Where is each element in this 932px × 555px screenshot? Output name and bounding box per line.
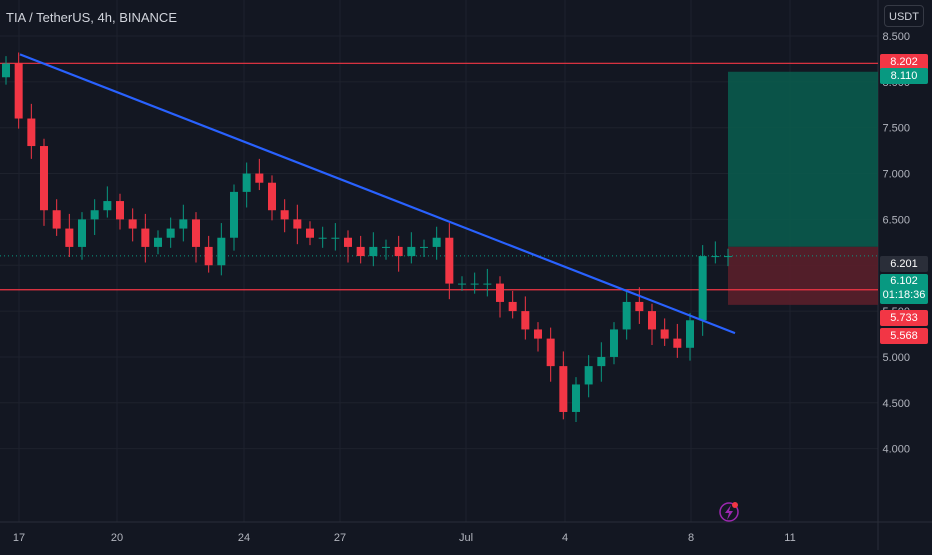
candle-body bbox=[2, 63, 10, 78]
candle-body bbox=[572, 384, 580, 412]
stop-price-tag: 5.568 bbox=[880, 328, 928, 344]
candle-body bbox=[356, 246, 365, 257]
candle-body bbox=[458, 283, 466, 285]
candle-body bbox=[14, 63, 23, 119]
candle-body bbox=[141, 228, 150, 247]
x-tick-label: 27 bbox=[334, 532, 346, 544]
trendline bbox=[19, 53, 736, 335]
y-tick-label: 4.000 bbox=[882, 444, 910, 456]
candle-body bbox=[496, 283, 504, 302]
y-tick-label: 7.500 bbox=[882, 123, 910, 135]
candle-body bbox=[154, 237, 162, 247]
candle-body bbox=[622, 301, 631, 330]
candle-body bbox=[242, 173, 251, 192]
y-tick-label: 4.500 bbox=[882, 398, 910, 410]
candle-body bbox=[192, 219, 200, 247]
candle-body bbox=[394, 246, 403, 257]
chart-title: TIA / TetherUS, 4h, BINANCE bbox=[6, 10, 177, 25]
candle-body bbox=[128, 219, 137, 229]
candle-body bbox=[508, 301, 517, 312]
candle-body bbox=[204, 246, 213, 266]
support-price-tag: 5.733 bbox=[880, 310, 928, 326]
current-price-value: 6.102 bbox=[890, 275, 918, 287]
candle-body bbox=[179, 219, 188, 229]
candle-body bbox=[724, 256, 732, 258]
candle-body bbox=[698, 256, 707, 321]
candle-body bbox=[483, 283, 492, 285]
candle-body bbox=[369, 246, 378, 257]
candle-body bbox=[521, 311, 530, 330]
resistance-price-tag: 8.202 bbox=[880, 54, 928, 70]
candle-body bbox=[230, 191, 238, 238]
candle-body bbox=[686, 320, 694, 348]
candle-body bbox=[546, 338, 555, 367]
candle-body bbox=[116, 201, 124, 220]
candle-body bbox=[318, 237, 327, 239]
candle-body bbox=[40, 146, 48, 211]
lightning-icon bbox=[719, 502, 739, 522]
notification-dot-icon bbox=[732, 502, 738, 508]
candle-body bbox=[27, 118, 36, 147]
candle-body bbox=[635, 301, 644, 312]
y-tick-label: 5.000 bbox=[882, 352, 910, 364]
lightning-bolt-icon bbox=[725, 505, 733, 520]
candle-body bbox=[711, 256, 720, 258]
x-tick-label: 20 bbox=[111, 532, 123, 544]
candle-body bbox=[610, 329, 618, 357]
x-tick-label: Jul bbox=[459, 532, 473, 544]
x-tick-label: 17 bbox=[13, 532, 25, 544]
candle-body bbox=[470, 283, 479, 285]
y-tick-label: 7.000 bbox=[882, 169, 910, 181]
candle-body bbox=[584, 366, 593, 385]
candle-body bbox=[90, 210, 99, 220]
candle-body bbox=[103, 201, 112, 211]
y-tick-label: 8.500 bbox=[882, 31, 910, 43]
candle-body bbox=[534, 329, 542, 339]
candle-body bbox=[293, 219, 302, 229]
candle-body bbox=[648, 311, 656, 330]
candle-body bbox=[660, 329, 669, 339]
x-tick-label: 11 bbox=[784, 532, 795, 544]
current-price-tag: 6.102 01:18:36 bbox=[880, 274, 928, 304]
loss-zone bbox=[728, 246, 878, 305]
x-tick-label: 24 bbox=[238, 532, 250, 544]
candle-body bbox=[407, 246, 416, 257]
x-tick-label: 8 bbox=[688, 532, 694, 544]
y-tick-label: 6.500 bbox=[882, 214, 910, 226]
candle-body bbox=[445, 237, 454, 284]
candle-body bbox=[597, 356, 606, 367]
candle-body bbox=[306, 228, 314, 238]
candle-body bbox=[166, 228, 175, 238]
candle-body bbox=[331, 237, 340, 239]
candle-countdown: 01:18:36 bbox=[882, 289, 926, 301]
entry-price-tag: 6.201 bbox=[880, 256, 928, 272]
candle-body bbox=[420, 246, 428, 248]
candle-body bbox=[382, 246, 390, 248]
target-price-tag: 8.110 bbox=[880, 68, 928, 84]
candle-body bbox=[432, 237, 441, 247]
candle-body bbox=[559, 366, 568, 412]
candle-body bbox=[280, 210, 289, 220]
candle-body bbox=[255, 173, 264, 183]
candle-body bbox=[217, 237, 226, 266]
candle-body bbox=[65, 228, 74, 247]
candle-body bbox=[268, 182, 276, 211]
x-tick-label: 4 bbox=[562, 532, 568, 544]
candle-body bbox=[52, 210, 61, 229]
candle-body bbox=[344, 237, 352, 247]
currency-button[interactable]: USDT bbox=[884, 5, 924, 27]
candle-body bbox=[78, 219, 86, 247]
profit-zone bbox=[728, 71, 878, 247]
candle-body bbox=[673, 338, 682, 348]
